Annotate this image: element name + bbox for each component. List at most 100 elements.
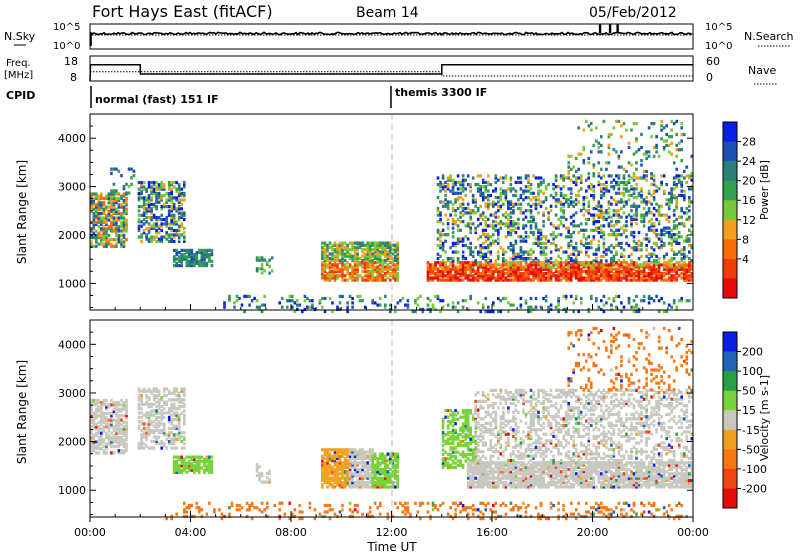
power-cell xyxy=(534,222,538,226)
power-cell xyxy=(557,263,560,267)
power-cell xyxy=(351,256,354,260)
velocity-cell xyxy=(336,465,339,469)
power-cell xyxy=(647,191,651,195)
power-cell xyxy=(519,267,523,271)
velocity-cell xyxy=(343,470,347,474)
velocity-cell xyxy=(120,431,123,435)
power-cell xyxy=(142,196,146,200)
velocity-cell xyxy=(122,427,126,431)
velocity-cell xyxy=(117,418,121,422)
velocity-cell xyxy=(208,470,211,474)
power-cell xyxy=(667,150,671,154)
velocity-cell xyxy=(361,456,364,461)
power-cell xyxy=(672,278,676,282)
power-cell xyxy=(554,178,558,182)
noise-tick-high-right: 10^5 xyxy=(705,22,732,33)
power-cell xyxy=(617,265,621,269)
power-cell xyxy=(331,265,334,269)
velocity-cell xyxy=(137,389,141,393)
power-cell xyxy=(652,222,656,226)
power-cell xyxy=(122,205,126,209)
power-cell xyxy=(175,251,178,255)
power-cell xyxy=(527,257,530,261)
power-cell xyxy=(426,267,430,271)
power-cell xyxy=(522,198,525,202)
velocity-cell xyxy=(183,398,186,402)
power-cell xyxy=(534,241,538,245)
power-cell xyxy=(456,191,460,195)
power-cell xyxy=(537,276,540,280)
power-cell xyxy=(527,189,530,193)
velocity-cell xyxy=(162,424,166,428)
power-cell xyxy=(451,259,455,263)
velocity-cell xyxy=(333,459,337,463)
power-cell xyxy=(665,267,668,271)
power-cell xyxy=(386,243,390,247)
power-cell xyxy=(361,241,364,245)
power-cell xyxy=(569,265,573,269)
power-cell xyxy=(542,250,545,254)
power-cell xyxy=(90,240,93,244)
power-cell xyxy=(662,274,666,278)
velocity-cell xyxy=(338,450,342,454)
power-cell xyxy=(544,252,548,256)
power-cell xyxy=(590,128,593,132)
velocity-cell xyxy=(150,404,153,409)
power-cell xyxy=(514,272,518,276)
velocity-cell xyxy=(338,481,342,485)
velocity-cell xyxy=(152,396,156,400)
power-cell xyxy=(670,228,673,232)
power-cell xyxy=(326,250,329,254)
velocity-cell xyxy=(172,407,176,411)
power-cell xyxy=(662,310,666,314)
power-cell xyxy=(630,305,633,309)
power-cell xyxy=(464,261,467,265)
power-cell xyxy=(640,196,643,200)
power-cell xyxy=(602,241,606,245)
velocity-cell xyxy=(366,474,369,478)
power-cell xyxy=(471,211,475,215)
power-cell xyxy=(685,274,689,278)
power-cell xyxy=(343,245,347,250)
power-cell xyxy=(381,269,384,273)
power-cell xyxy=(677,230,681,235)
velocity-cell xyxy=(321,448,324,452)
velocity-cell xyxy=(268,471,271,475)
power-cell xyxy=(346,243,349,247)
power-cell xyxy=(193,255,196,259)
power-cell xyxy=(509,272,513,276)
power-cell xyxy=(328,278,332,282)
power-cell xyxy=(590,241,593,245)
velocity-cell xyxy=(326,448,329,452)
power-cell xyxy=(107,214,111,218)
velocity-cell xyxy=(208,464,211,468)
power-cell xyxy=(675,278,678,282)
power-cell xyxy=(597,226,601,230)
power-cell xyxy=(652,261,656,265)
power-cell xyxy=(632,187,636,191)
power-cell xyxy=(579,239,583,243)
velocity-cell xyxy=(331,448,334,452)
power-cell xyxy=(597,263,601,267)
power-cell xyxy=(308,299,312,303)
velocity-cell xyxy=(371,472,374,476)
velocity-cell xyxy=(177,404,181,409)
power-cell xyxy=(150,235,153,239)
power-cell xyxy=(358,261,362,265)
power-cell xyxy=(157,187,161,191)
power-cell xyxy=(120,203,123,207)
power-cell xyxy=(356,252,359,256)
velocity-cell xyxy=(175,393,178,398)
power-cell xyxy=(670,141,673,145)
power-cell xyxy=(645,254,648,258)
power-cell xyxy=(524,278,528,282)
velocity-cell xyxy=(265,471,269,475)
power-cell xyxy=(115,220,118,224)
power-cell xyxy=(454,191,457,195)
power-cell xyxy=(107,238,111,242)
power-cell xyxy=(670,187,673,191)
power-cell xyxy=(579,278,583,282)
power-cell xyxy=(436,267,440,271)
power-cell xyxy=(165,200,168,204)
power-cell xyxy=(637,191,641,195)
